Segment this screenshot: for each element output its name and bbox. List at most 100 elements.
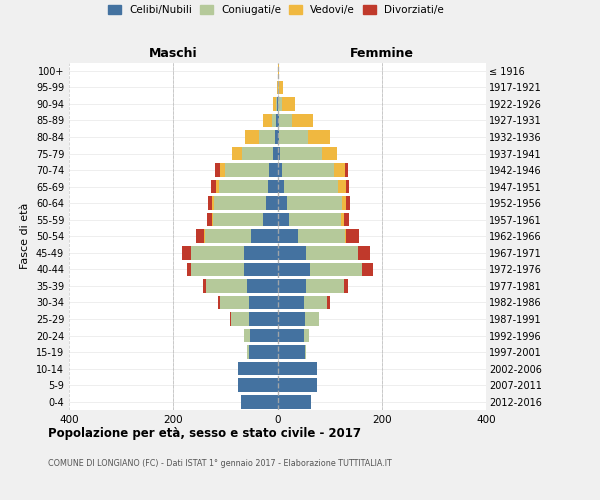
Bar — [277, 80, 278, 94]
Bar — [277, 164, 281, 177]
Bar — [216, 180, 218, 194]
Bar — [322, 146, 337, 160]
Bar — [277, 146, 280, 160]
Bar — [241, 395, 277, 408]
Bar — [247, 346, 249, 359]
Bar — [277, 296, 304, 309]
Y-axis label: Fasce di età: Fasce di età — [20, 203, 30, 270]
Bar — [263, 114, 272, 127]
Bar — [345, 230, 346, 243]
Text: COMUNE DI LONGIANO (FC) - Dati ISTAT 1° gennaio 2017 - Elaborazione TUTTITALIA.I: COMUNE DI LONGIANO (FC) - Dati ISTAT 1° … — [48, 459, 392, 468]
Bar — [310, 262, 362, 276]
Bar — [298, 230, 345, 243]
Bar — [218, 180, 268, 194]
Bar — [277, 180, 284, 194]
Bar — [346, 230, 359, 243]
Bar — [182, 246, 191, 260]
Bar — [277, 395, 311, 408]
Bar — [344, 279, 348, 292]
Bar — [249, 296, 277, 309]
Bar — [287, 196, 341, 210]
Bar — [277, 329, 304, 342]
Bar — [230, 312, 249, 326]
Bar — [191, 262, 244, 276]
Bar — [277, 362, 317, 376]
Bar — [277, 230, 298, 243]
Bar — [292, 114, 313, 127]
Bar — [259, 130, 275, 143]
Bar — [327, 296, 329, 309]
Bar — [277, 378, 317, 392]
Bar — [344, 213, 349, 226]
Bar — [275, 130, 277, 143]
Bar — [279, 130, 308, 143]
Bar — [249, 312, 277, 326]
Y-axis label: Anni di nascita: Anni di nascita — [598, 198, 600, 275]
Bar — [334, 164, 345, 177]
Bar — [276, 97, 277, 110]
Bar — [281, 164, 334, 177]
Bar — [277, 279, 306, 292]
Bar — [225, 164, 269, 177]
Bar — [244, 262, 277, 276]
Bar — [232, 146, 242, 160]
Bar — [244, 329, 250, 342]
Bar — [277, 346, 305, 359]
Bar — [282, 97, 295, 110]
Bar — [277, 312, 305, 326]
Bar — [196, 230, 204, 243]
Bar — [269, 164, 277, 177]
Bar — [277, 213, 289, 226]
Text: Popolazione per età, sesso e stato civile - 2017: Popolazione per età, sesso e stato civil… — [48, 428, 361, 440]
Bar — [250, 329, 277, 342]
Bar — [280, 146, 322, 160]
Bar — [215, 164, 220, 177]
Bar — [346, 180, 349, 194]
Bar — [249, 346, 277, 359]
Bar — [345, 164, 348, 177]
Bar — [278, 80, 283, 94]
Bar — [341, 196, 346, 210]
Bar — [211, 180, 216, 194]
Bar — [278, 114, 292, 127]
Bar — [277, 262, 310, 276]
Bar — [305, 312, 319, 326]
Bar — [212, 196, 214, 210]
Legend: Celibi/Nubili, Coniugati/e, Vedovi/e, Divorziati/e: Celibi/Nubili, Coniugati/e, Vedovi/e, Di… — [106, 2, 446, 17]
Bar — [277, 130, 279, 143]
Text: Femmine: Femmine — [350, 47, 414, 60]
Bar — [304, 329, 309, 342]
Bar — [266, 196, 277, 210]
Bar — [274, 97, 276, 110]
Bar — [247, 279, 277, 292]
Bar — [273, 146, 277, 160]
Bar — [212, 213, 214, 226]
Bar — [306, 246, 358, 260]
Bar — [272, 114, 277, 127]
Bar — [305, 346, 306, 359]
Bar — [338, 180, 346, 194]
Bar — [218, 296, 220, 309]
Bar — [306, 279, 344, 292]
Bar — [242, 146, 273, 160]
Bar — [220, 296, 249, 309]
Text: Maschi: Maschi — [149, 47, 197, 60]
Bar — [238, 378, 277, 392]
Bar — [191, 246, 244, 260]
Bar — [207, 213, 212, 226]
Bar — [284, 180, 338, 194]
Bar — [203, 279, 206, 292]
Bar — [238, 362, 277, 376]
Bar — [277, 196, 287, 210]
Bar — [346, 196, 350, 210]
Bar — [214, 196, 266, 210]
Bar — [358, 246, 370, 260]
Bar — [206, 279, 247, 292]
Bar — [308, 130, 329, 143]
Bar — [245, 130, 259, 143]
Bar — [277, 114, 278, 127]
Bar — [244, 246, 277, 260]
Bar — [362, 262, 373, 276]
Bar — [304, 296, 327, 309]
Bar — [214, 213, 263, 226]
